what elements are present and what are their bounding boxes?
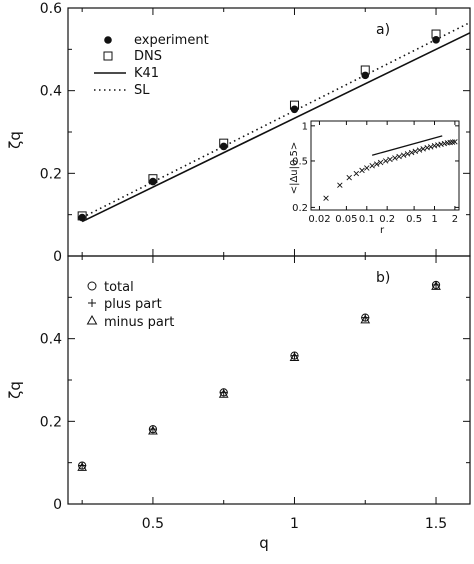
- inset-x-point: [353, 170, 360, 177]
- inset-reference-line: [371, 135, 443, 156]
- panel-b-ylabel: ζq: [6, 381, 24, 399]
- experiment-point: [78, 213, 86, 222]
- inset-x-point: [337, 182, 343, 188]
- inset-xtick-label: 0.05: [335, 214, 357, 225]
- legend-total-marker: [87, 281, 97, 291]
- minus-part-point: [360, 314, 371, 324]
- inset-ytick-label: 1: [302, 121, 308, 132]
- legend-label: DNS: [134, 49, 162, 64]
- inset-x-point: [416, 147, 423, 153]
- panel-b-xlabel: q: [259, 534, 269, 552]
- ytick-label: 0.4: [40, 332, 62, 348]
- panel-a-ytick-labels: 0 0.2 0.4 0.6: [40, 1, 62, 265]
- panel-b-xtick-labels: 0.5 1 1.5: [142, 516, 447, 532]
- legend-dns-marker: [103, 51, 113, 61]
- inset-xtick-label: 0.5: [406, 214, 422, 225]
- inset: 0.02 0.05 0.1 0.2 0.5 1 2 0.2 0.5 1 r <|Δu|0.5>: [289, 120, 460, 236]
- inset-x-point: [435, 142, 441, 148]
- inset-x-point: [359, 167, 365, 174]
- inset-x-point: [420, 146, 426, 152]
- inset-ytick-label: 0.2: [292, 203, 308, 214]
- legend-label: minus part: [104, 315, 174, 330]
- experiment-point: [149, 177, 157, 186]
- panel-b-legend: total plus part minus part: [86, 280, 174, 330]
- inset-x-point: [404, 151, 411, 157]
- ytick-label: 0.4: [40, 84, 62, 100]
- inset-x-point: [412, 148, 418, 155]
- minus-part-point: [77, 462, 88, 471]
- panel-b-ytick-labels: 0 0.2 0.4: [40, 332, 62, 513]
- ytick-label: 0.2: [40, 166, 62, 182]
- k41-line: [81, 32, 471, 223]
- experiment-point: [219, 142, 228, 151]
- minus-part-point: [218, 389, 229, 398]
- inset-x-point: [428, 144, 434, 150]
- inset-xtick-label: 0.1: [359, 214, 375, 225]
- panel-a-ylabel: ζq: [6, 131, 24, 149]
- legend-experiment-marker: [104, 36, 112, 44]
- inset-x-point: [400, 152, 407, 158]
- panel-a-points: [77, 29, 441, 222]
- inset-x-point: [323, 195, 329, 201]
- inset-x-point: [387, 156, 393, 163]
- inset-x-point: [373, 161, 380, 167]
- inset-x-point: [382, 158, 389, 164]
- panel-a-label: a): [376, 22, 390, 38]
- inset-x-point: [408, 149, 415, 156]
- panel-b-ticks: [68, 256, 470, 505]
- experiment-point: [432, 36, 440, 44]
- legend-label: K41: [134, 66, 159, 81]
- inset-x-point: [452, 139, 458, 145]
- minus-part-point: [289, 352, 300, 361]
- panel-b-label: b): [376, 270, 390, 286]
- inset-xtick-label: 1: [431, 214, 437, 225]
- ytick-label: 0.6: [40, 1, 62, 17]
- ytick-label: 0: [53, 497, 62, 513]
- experiment-point: [290, 105, 299, 114]
- legend-label: SL: [134, 83, 150, 98]
- inset-x-point: [369, 163, 375, 169]
- minus-part-point: [431, 281, 441, 290]
- inset-xtick-label: 2: [452, 214, 458, 225]
- xtick-label: 1: [290, 516, 299, 532]
- inset-x-point: [364, 165, 370, 171]
- ytick-label: 0: [53, 249, 62, 265]
- legend-label: plus part: [104, 297, 162, 312]
- panel-a-lines: [81, 21, 471, 223]
- panel-b-points: [77, 280, 441, 471]
- inset-reference-line-segment: [371, 135, 443, 156]
- inset-xtick-label: 0.02: [308, 214, 330, 225]
- inset-x-point: [377, 159, 384, 166]
- legend-plus-marker: [88, 299, 96, 307]
- inset-xlabel: r: [380, 225, 385, 236]
- inset-ylabel: <|Δu|0.5>: [289, 142, 300, 195]
- xtick-label: 0.5: [142, 516, 164, 532]
- legend-label: total: [104, 280, 134, 295]
- inset-ticks: 0.02 0.05 0.1 0.2 0.5 1 2 0.2 0.5 1: [292, 121, 459, 225]
- inset-xtick-label: 0.2: [379, 214, 395, 225]
- panel-b: 0 0.2 0.4 0.5 1 1.5 b) total plus part minus p…: [6, 255, 471, 552]
- xtick-label: 1.5: [425, 516, 447, 532]
- inset-ytick-label: 0.5: [292, 156, 308, 167]
- inset-x-point: [346, 174, 352, 181]
- ytick-label: 0.2: [40, 414, 62, 430]
- legend-label: experiment: [134, 33, 209, 48]
- inset-frame: [310, 120, 460, 211]
- inset-x-point: [396, 153, 402, 160]
- inset-x-point: [392, 155, 398, 161]
- experiment-point: [361, 71, 370, 80]
- inset-points: [323, 139, 458, 201]
- legend-minus-marker: [86, 314, 98, 325]
- minus-part-point: [148, 425, 158, 435]
- panel-a-ticks: [68, 7, 470, 257]
